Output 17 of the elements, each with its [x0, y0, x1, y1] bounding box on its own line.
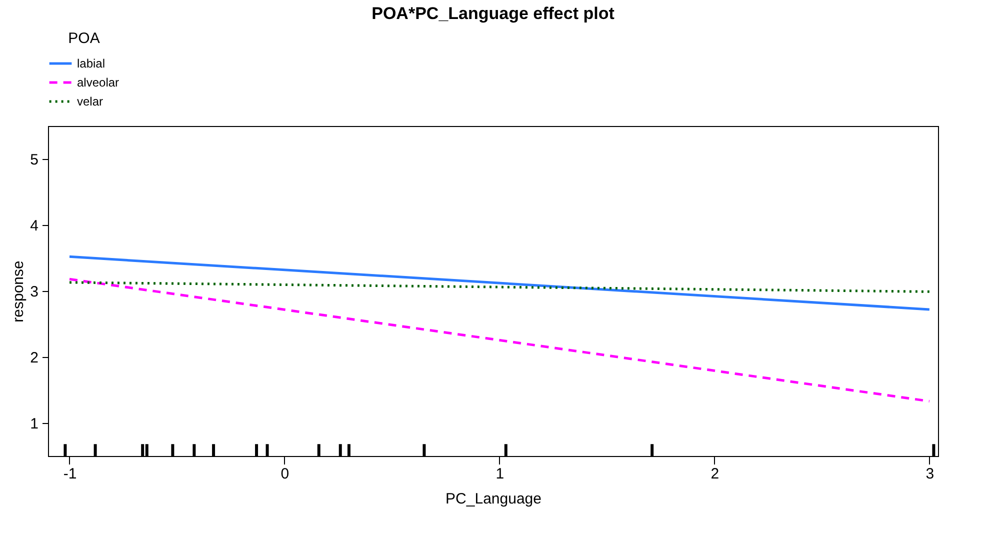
x-axis-title: PC_Language — [446, 490, 542, 508]
y-tick-label: 5 — [30, 152, 38, 168]
y-axis-title: response — [10, 260, 28, 322]
y-tick-label: 2 — [30, 350, 38, 366]
y-tick-label: 1 — [30, 416, 38, 432]
x-tick-label: 1 — [496, 466, 504, 482]
x-tick-label: 0 — [280, 466, 290, 482]
y-tick-label: 3 — [30, 284, 38, 300]
x-tick-label: -1 — [63, 466, 77, 482]
chart-title: POA*PC_Language effect plot — [372, 4, 615, 23]
legend-label: alveolar — [77, 76, 120, 90]
x-tick-label: 3 — [926, 466, 934, 482]
legend-label: labial — [77, 56, 106, 70]
legend-label: velar — [77, 94, 104, 108]
y-tick-label: 4 — [30, 218, 38, 234]
legend-title: POA — [68, 30, 100, 47]
x-tick-label: 2 — [710, 466, 720, 482]
